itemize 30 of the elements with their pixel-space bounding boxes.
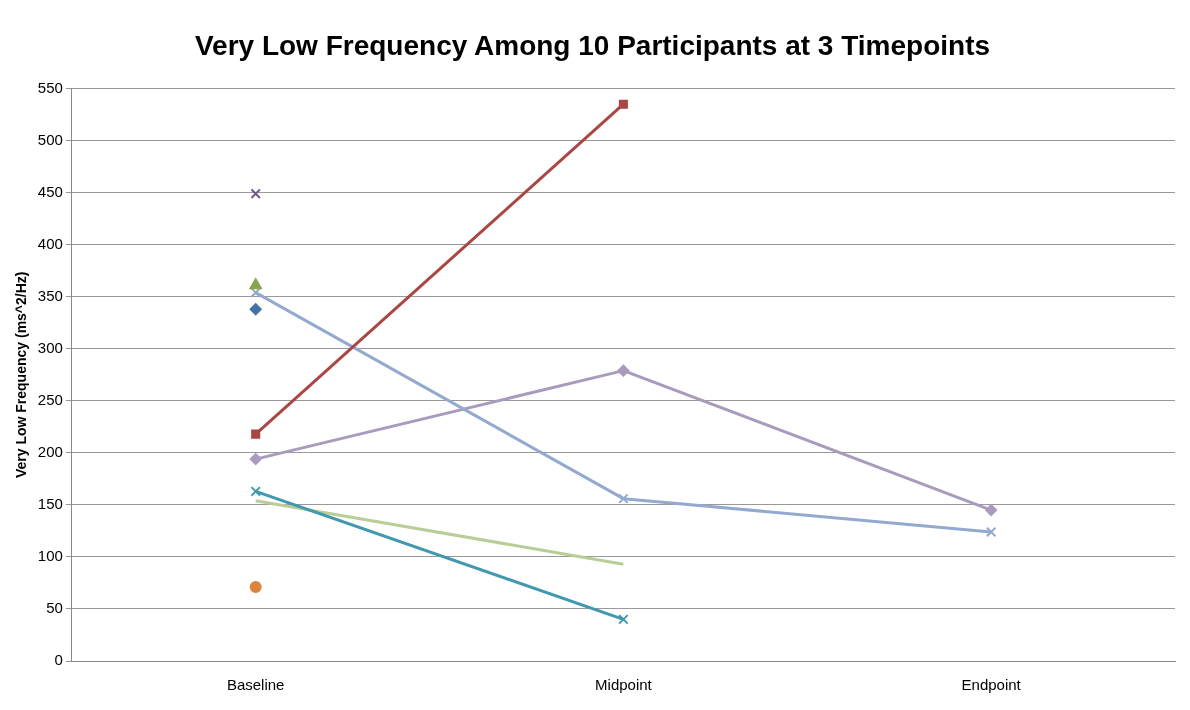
point <box>249 303 262 316</box>
x-tick-label: Baseline <box>226 676 285 694</box>
point <box>249 453 262 466</box>
y-tick-label: 50 <box>46 599 63 617</box>
y-tick-label: 500 <box>37 130 63 148</box>
y-tick-label: 100 <box>37 547 63 565</box>
y-tick-label: 350 <box>37 286 63 304</box>
point <box>249 581 262 594</box>
y-tick-label: 0 <box>54 651 63 669</box>
point <box>617 364 630 377</box>
x-tick-label: Endpoint <box>961 676 1022 694</box>
point <box>249 278 262 290</box>
point <box>618 99 628 109</box>
point <box>985 526 997 538</box>
point <box>250 188 261 199</box>
chart-title: Very Low Frequency Among 10 Participants at 3 Timepoints <box>194 29 991 61</box>
point <box>618 614 629 625</box>
point <box>250 486 261 497</box>
x-tick-label: Midpoint <box>595 676 653 694</box>
y-tick-label: 200 <box>37 443 63 460</box>
point <box>985 504 998 517</box>
y-tick-label: 300 <box>37 338 63 356</box>
y-tick-label: 450 <box>37 182 63 200</box>
y-tick-label: 150 <box>37 495 63 513</box>
y-tick-label: 400 <box>37 234 63 252</box>
point <box>618 493 629 504</box>
y-tick-label: 550 <box>37 78 63 96</box>
y-axis-title: Very Low Frequency (ms^2/Hz) <box>13 271 30 479</box>
y-tick-label: 250 <box>37 390 63 408</box>
point <box>251 429 261 439</box>
